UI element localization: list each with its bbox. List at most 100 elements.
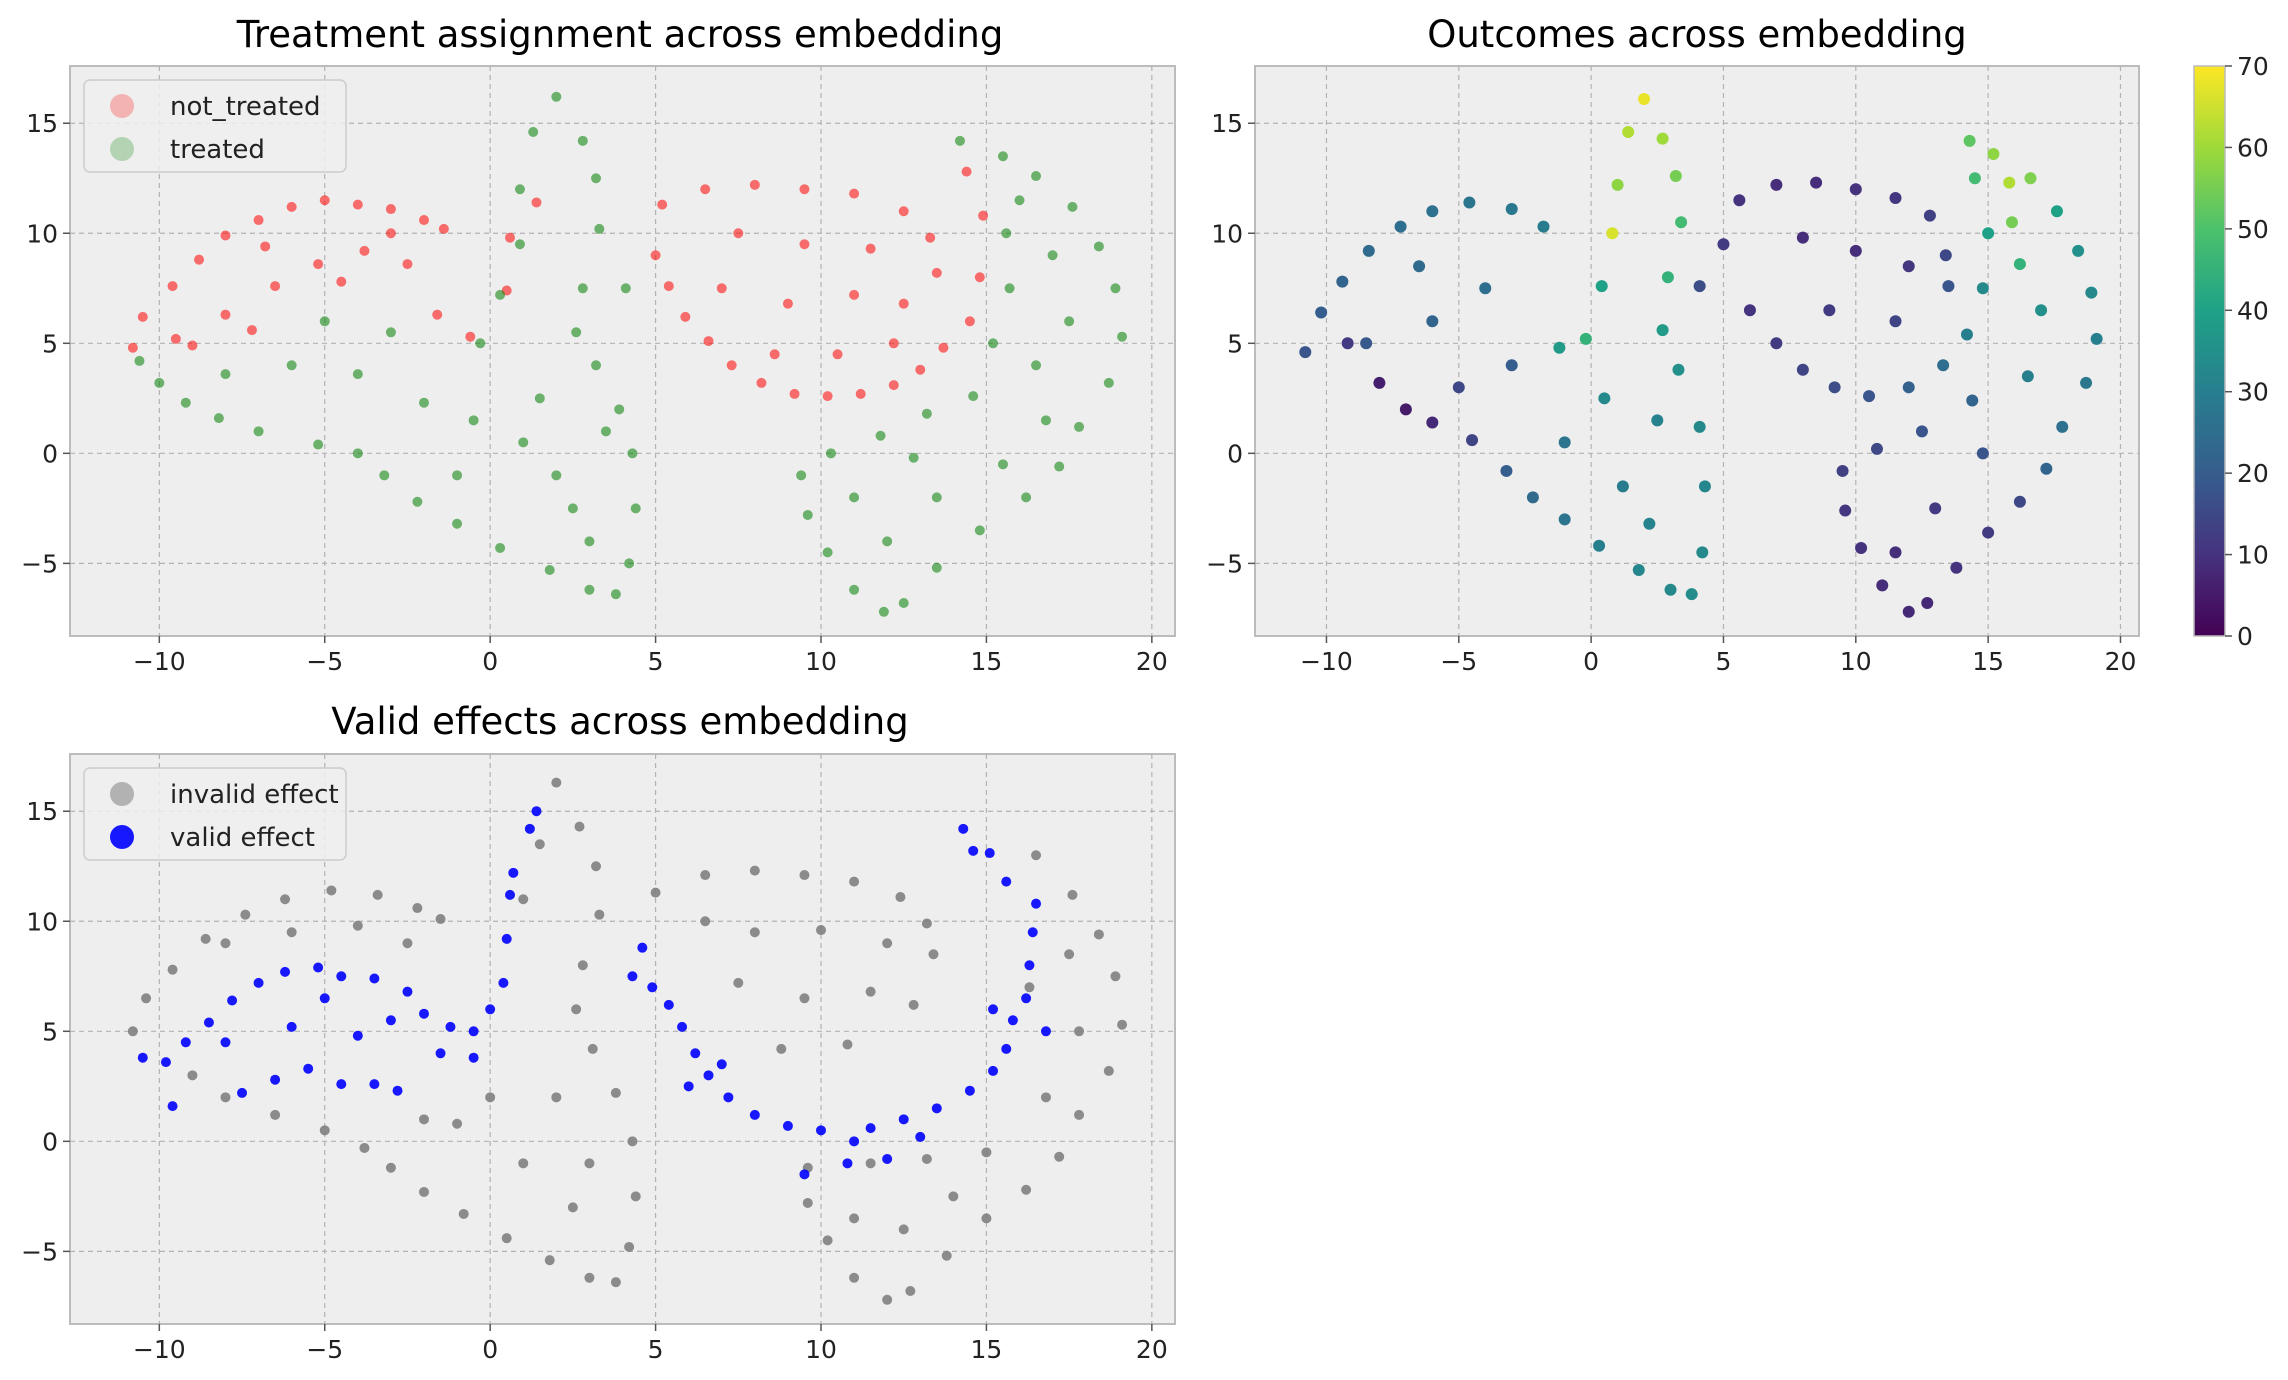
outcome-point xyxy=(1902,260,1915,273)
invalid-effect-point xyxy=(1040,1092,1051,1103)
valid-effect-point xyxy=(468,1026,479,1037)
invalid-effect-point xyxy=(882,938,893,949)
invalid-effect-point xyxy=(898,1224,909,1235)
x-tick-label: 15 xyxy=(1972,647,2004,676)
invalid-effect-point xyxy=(518,894,529,905)
invalid-effect-point xyxy=(418,1186,429,1197)
valid-effect-point xyxy=(1024,960,1035,971)
valid-effect-point xyxy=(160,1057,171,1068)
treated-point xyxy=(534,393,545,404)
invalid-effect-point xyxy=(941,1250,952,1261)
not-treated-point xyxy=(822,391,833,402)
treated-point xyxy=(954,135,965,146)
not-treated-point xyxy=(938,342,949,353)
valid-effect-point xyxy=(402,986,413,997)
invalid-effect-point xyxy=(1024,982,1035,993)
invalid-effect-point xyxy=(610,1087,621,1098)
outcome-point xyxy=(1685,588,1698,601)
treated-point xyxy=(313,439,324,450)
invalid-effect-point xyxy=(895,892,906,903)
invalid-effect-point xyxy=(816,925,827,936)
not-treated-point xyxy=(799,184,810,195)
treated-point xyxy=(495,542,506,553)
invalid-effect-point xyxy=(849,1272,860,1283)
not-treated-point xyxy=(432,309,443,320)
invalid-effect-point xyxy=(270,1109,281,1120)
valid-effect-point xyxy=(968,845,979,856)
outcome-point xyxy=(1611,178,1624,191)
treated-point xyxy=(591,173,602,184)
outcome-point xyxy=(1675,216,1688,229)
treated-point xyxy=(1093,241,1104,252)
outcome-point xyxy=(1656,324,1669,337)
outcome-point xyxy=(1394,220,1407,233)
outcome-point xyxy=(1537,220,1550,233)
valid-effect-point xyxy=(270,1074,281,1085)
outcome-point xyxy=(1717,238,1730,251)
outcome-point xyxy=(1315,306,1328,319)
outcome-point xyxy=(1902,381,1915,394)
not-treated-point xyxy=(220,230,231,241)
outcome-point xyxy=(2056,420,2069,433)
outcome-point xyxy=(1902,605,1915,618)
treated-point xyxy=(514,239,525,250)
outcome-point xyxy=(1452,381,1465,394)
x-tick-label: 5 xyxy=(648,647,664,676)
treated-point xyxy=(802,509,813,520)
invalid-effect-point xyxy=(865,1158,876,1169)
colorbar: 0 10 20 30 40 50 60 70 xyxy=(2193,52,2269,651)
y-tick-label: 0 xyxy=(42,439,58,468)
outcome-point xyxy=(1373,376,1386,389)
y-tick-label: 15 xyxy=(26,797,58,826)
treated-point xyxy=(610,589,621,600)
invalid-effect-point xyxy=(865,986,876,997)
outcome-point xyxy=(1923,209,1936,222)
valid-effect-point xyxy=(931,1103,942,1114)
x-tick-label: −10 xyxy=(133,1335,186,1364)
valid-effect-point xyxy=(723,1092,734,1103)
x-tick-label: −5 xyxy=(306,1335,343,1364)
not-treated-point xyxy=(832,349,843,360)
treated-point xyxy=(630,503,641,514)
treated-point xyxy=(1004,283,1015,294)
invalid-effect-point xyxy=(412,903,423,914)
invalid-effect-point xyxy=(1021,1184,1032,1195)
outcome-point xyxy=(1698,480,1711,493)
outcome-point xyxy=(1598,392,1611,405)
y-tick-label: 0 xyxy=(1227,439,1243,468)
invalid-effect-point xyxy=(574,821,585,832)
outcome-point xyxy=(1643,517,1656,530)
not-treated-point xyxy=(756,377,767,388)
invalid-effect-point xyxy=(544,1255,555,1266)
treated-point xyxy=(1040,415,1051,426)
treated-point xyxy=(551,91,562,102)
invalid-effect-point xyxy=(402,938,413,949)
treated-point xyxy=(418,397,429,408)
invalid-effect-point xyxy=(584,1158,595,1169)
outcome-point xyxy=(1870,442,1883,455)
outcome-point xyxy=(1921,596,1934,609)
outcome-point xyxy=(1558,436,1571,449)
treatment-assignment-panel: Treatment assignment across embedding −1… xyxy=(21,13,1176,676)
invalid-effect-point xyxy=(587,1043,598,1054)
valid-effect-point xyxy=(303,1063,314,1074)
outcome-point xyxy=(2080,376,2093,389)
not-treated-point xyxy=(359,245,370,256)
outcome-point xyxy=(2085,286,2098,299)
not-treated-point xyxy=(336,276,347,287)
invalid-effect-point xyxy=(981,1147,992,1158)
outcome-point xyxy=(1839,504,1852,517)
not-treated-point xyxy=(438,223,449,234)
not-treated-point xyxy=(220,309,231,320)
not-treated-point xyxy=(898,206,909,217)
treated-point xyxy=(220,369,231,380)
outcome-point xyxy=(1669,170,1682,183)
treated-point xyxy=(908,452,919,463)
x-tick-label: 20 xyxy=(1136,1335,1168,1364)
outcome-point xyxy=(1466,434,1479,447)
outcome-point xyxy=(1889,315,1902,328)
outcome-point xyxy=(1651,414,1664,427)
y-tick-label: 10 xyxy=(1211,219,1243,248)
not-treated-point xyxy=(974,272,985,283)
legend-label-treated: treated xyxy=(170,135,265,165)
